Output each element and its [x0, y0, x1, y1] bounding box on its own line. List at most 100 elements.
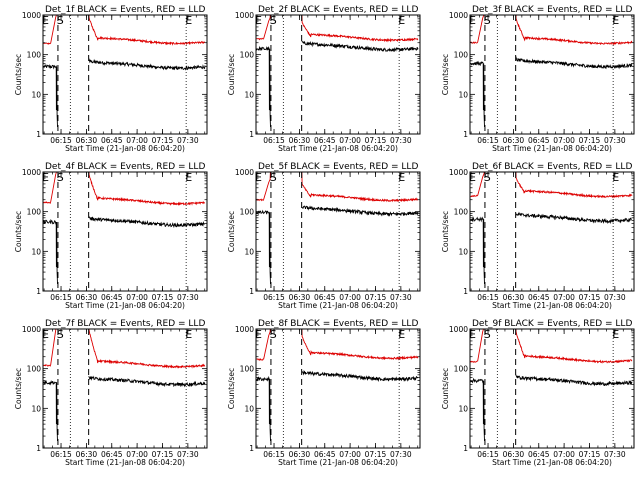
- y-axis-label: Counts/sec: [227, 54, 236, 95]
- x-tick-label: 07:30: [390, 136, 412, 145]
- y-tick-label: 10: [458, 247, 468, 256]
- x-tick-label: 07:30: [604, 136, 626, 145]
- y-axis-label: Counts/sec: [14, 368, 23, 409]
- x-tick-label: 06:45: [528, 450, 550, 459]
- x-tick-label: 07:00: [553, 136, 575, 145]
- x-tick-label: 06:45: [101, 450, 123, 459]
- events-line-pre-saa: [43, 379, 58, 442]
- marker-label: E: [185, 171, 192, 184]
- lld-line-pre-saa: [470, 15, 485, 44]
- lld-line-pre-saa: [470, 172, 485, 198]
- x-axis-label: Start Time (21-Jan-08 06:04:20): [65, 144, 185, 153]
- x-axis-label: Start Time (21-Jan-08 06:04:20): [278, 458, 398, 467]
- x-tick-label: 07:00: [126, 293, 148, 302]
- y-tick-label: 1: [249, 287, 254, 296]
- y-axis-label: Counts/sec: [14, 54, 23, 95]
- y-axis-label: Counts/sec: [441, 368, 450, 409]
- x-axis-label: Start Time (21-Jan-08 06:04:20): [278, 144, 398, 153]
- marker-label: E: [398, 328, 405, 341]
- marker-label: S: [484, 328, 491, 341]
- x-tick-label: 07:30: [390, 450, 412, 459]
- events-line-post-saa: [301, 369, 419, 383]
- x-tick-label: 06:45: [101, 136, 123, 145]
- panel-title: Det_8f BLACK = Events, RED = LLD: [258, 319, 418, 329]
- marker-label: E: [469, 328, 476, 341]
- x-tick-label: 07:30: [177, 136, 199, 145]
- lld-line-post-saa: [515, 15, 633, 46]
- marker-label: S: [57, 328, 64, 341]
- plot-frame: [42, 14, 208, 135]
- x-tick-label: 06:30: [503, 293, 525, 302]
- x-tick-label: 07:15: [579, 293, 601, 302]
- x-tick-label: 06:45: [314, 450, 336, 459]
- lld-line-post-saa: [301, 172, 419, 203]
- y-tick-label: 100: [454, 365, 469, 374]
- panel-title: Det_3f BLACK = Events, RED = LLD: [472, 5, 632, 15]
- x-tick-label: 07:00: [126, 450, 148, 459]
- marker-label: S: [270, 328, 277, 341]
- y-tick-label: 1: [36, 444, 41, 453]
- x-tick-label: 07:15: [365, 136, 387, 145]
- y-tick-label: 10: [31, 90, 41, 99]
- y-tick-label: 1000: [449, 325, 468, 334]
- x-tick-label: 07:00: [339, 293, 361, 302]
- x-tick-label: 07:15: [365, 293, 387, 302]
- y-tick-label: 10: [244, 404, 254, 413]
- y-tick-label: 1000: [22, 325, 41, 334]
- x-tick-label: 06:45: [314, 293, 336, 302]
- events-line-pre-saa: [470, 60, 485, 128]
- y-tick-label: 10: [458, 404, 468, 413]
- panel-title: Det_4f BLACK = Events, RED = LLD: [45, 162, 205, 172]
- x-tick-label: 07:00: [553, 293, 575, 302]
- plot-frame: [42, 328, 208, 449]
- x-tick-label: 06:45: [314, 136, 336, 145]
- x-axis-label: Start Time (21-Jan-08 06:04:20): [278, 301, 398, 310]
- x-tick-label: 07:30: [390, 293, 412, 302]
- y-tick-label: 10: [31, 247, 41, 256]
- y-tick-label: 1: [463, 287, 468, 296]
- x-tick-label: 06:45: [101, 293, 123, 302]
- marker-label: S: [57, 171, 64, 184]
- x-tick-label: 07:00: [553, 450, 575, 459]
- events-line-pre-saa: [256, 209, 271, 285]
- panel-title: Det_9f BLACK = Events, RED = LLD: [472, 319, 632, 329]
- events-line-post-saa: [515, 56, 633, 70]
- y-tick-label: 100: [27, 208, 42, 217]
- panel-title: Det_7f BLACK = Events, RED = LLD: [45, 319, 205, 329]
- lld-line-post-saa: [515, 329, 633, 364]
- marker-label: E: [469, 14, 476, 27]
- x-tick-label: 07:00: [339, 136, 361, 145]
- x-tick-label: 07:30: [177, 450, 199, 459]
- lld-line-pre-saa: [256, 15, 271, 41]
- marker-label: S: [57, 14, 64, 27]
- panel-title: Det_5f BLACK = Events, RED = LLD: [258, 162, 418, 172]
- y-tick-label: 1000: [22, 168, 41, 177]
- y-axis-label: Counts/sec: [14, 211, 23, 252]
- marker-label: E: [398, 171, 405, 184]
- y-tick-label: 10: [458, 90, 468, 99]
- events-line-pre-saa: [43, 218, 58, 285]
- y-tick-label: 1: [36, 130, 41, 139]
- x-tick-label: 06:30: [76, 293, 98, 302]
- marker-label: E: [42, 14, 49, 27]
- y-tick-label: 100: [27, 365, 42, 374]
- y-tick-label: 10: [244, 247, 254, 256]
- y-tick-label: 100: [240, 208, 255, 217]
- events-line-pre-saa: [256, 45, 271, 128]
- x-tick-label: 07:00: [126, 136, 148, 145]
- lld-line-pre-saa: [43, 172, 57, 204]
- x-axis-label: Start Time (21-Jan-08 06:04:20): [492, 458, 612, 467]
- x-tick-label: 06:30: [76, 136, 98, 145]
- y-tick-label: 100: [240, 51, 255, 60]
- lld-line-pre-saa: [470, 329, 485, 363]
- events-line-pre-saa: [470, 216, 485, 285]
- x-tick-label: 06:15: [50, 293, 72, 302]
- y-tick-label: 1: [463, 130, 468, 139]
- marker-label: S: [484, 171, 491, 184]
- x-tick-label: 06:15: [477, 136, 499, 145]
- marker-label: S: [270, 14, 277, 27]
